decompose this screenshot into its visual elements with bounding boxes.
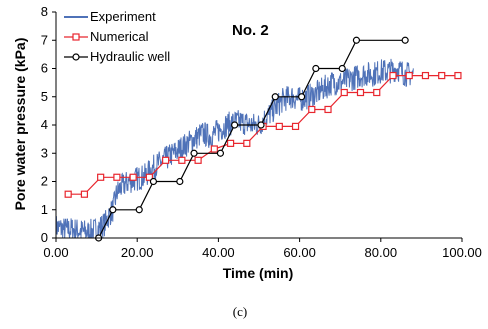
numerical-point (454, 71, 462, 80)
numerical-point (291, 122, 300, 131)
legend-item: Hydraulic well (64, 49, 170, 64)
figure-caption: (c) (233, 304, 247, 319)
x-tick-label: 100.00 (442, 245, 482, 260)
legend-label: Experiment (90, 9, 156, 24)
hydraulic-well-point (298, 93, 306, 101)
numerical-point (162, 156, 170, 164)
hydraulic-well-point (401, 36, 409, 44)
hydraulic-well-point (257, 121, 265, 129)
y-tick-label: 2 (41, 174, 48, 189)
chart-title: No. 2 (232, 22, 269, 39)
numerical-point (373, 88, 381, 97)
numerical-point (178, 156, 186, 164)
y-tick-label: 5 (41, 89, 48, 104)
legend-label: Hydraulic well (90, 49, 170, 64)
y-tick-label: 4 (41, 117, 48, 132)
hydraulic-well-point (312, 64, 320, 73)
hydraulic-well-point (109, 206, 117, 214)
plot-area (55, 36, 462, 242)
legend: Experiment Numerical Hydraulic well (64, 9, 170, 64)
numerical-point (438, 71, 446, 80)
numerical-point (356, 88, 365, 97)
series-hydraulic-well (95, 36, 409, 242)
numerical-point (64, 190, 72, 198)
hydraulic-well-point (352, 36, 361, 44)
y-tick-label: 8 (41, 4, 48, 19)
numerical-point (210, 145, 218, 153)
legend-swatch-marker (72, 33, 80, 41)
legend-item: Numerical (64, 29, 149, 44)
hydraulic-well-point (135, 206, 143, 214)
legend-swatch-marker (72, 53, 80, 61)
legend-label: Numerical (90, 29, 149, 44)
numerical-point (129, 173, 137, 181)
numerical-point (324, 105, 332, 114)
hydraulic-well-point (149, 177, 158, 186)
numerical-point (226, 139, 235, 147)
numerical-point (97, 173, 105, 181)
x-tick-label: 20.00 (121, 245, 154, 260)
y-tick-label: 0 (41, 230, 48, 245)
hydraulic-well-point (338, 64, 346, 73)
series-numerical (64, 71, 462, 198)
y-tick-label: 3 (41, 145, 48, 160)
numerical-point (389, 71, 397, 80)
x-tick-label: 40.00 (202, 245, 235, 260)
numerical-point (308, 105, 316, 114)
numerical-point (113, 173, 121, 181)
numerical-point (405, 71, 413, 80)
numerical-point (145, 173, 153, 181)
numerical-point (194, 156, 202, 164)
x-axis-title: Time (min) (223, 265, 294, 281)
y-tick-label: 1 (41, 202, 48, 217)
x-tick-label: 80.00 (365, 245, 398, 260)
hydraulic-well-point (176, 177, 184, 186)
series-line (98, 39, 406, 239)
numerical-point (421, 71, 430, 80)
x-tick-label: 60.00 (283, 245, 316, 260)
x-tick-label: 0.00 (43, 245, 68, 260)
hydraulic-well-point (271, 93, 279, 101)
numerical-point (340, 88, 348, 97)
hydraulic-well-point (216, 149, 225, 157)
y-tick-label: 6 (41, 61, 48, 76)
numerical-point (243, 139, 251, 147)
y-tick-label: 7 (41, 32, 48, 47)
legend-item: Experiment (64, 9, 156, 24)
hydraulic-well-point (231, 121, 239, 129)
numerical-point (80, 190, 89, 198)
hydraulic-well-point (190, 149, 198, 157)
numerical-point (275, 122, 283, 131)
y-axis-title: Pore water pressure (kPa) (12, 38, 28, 211)
